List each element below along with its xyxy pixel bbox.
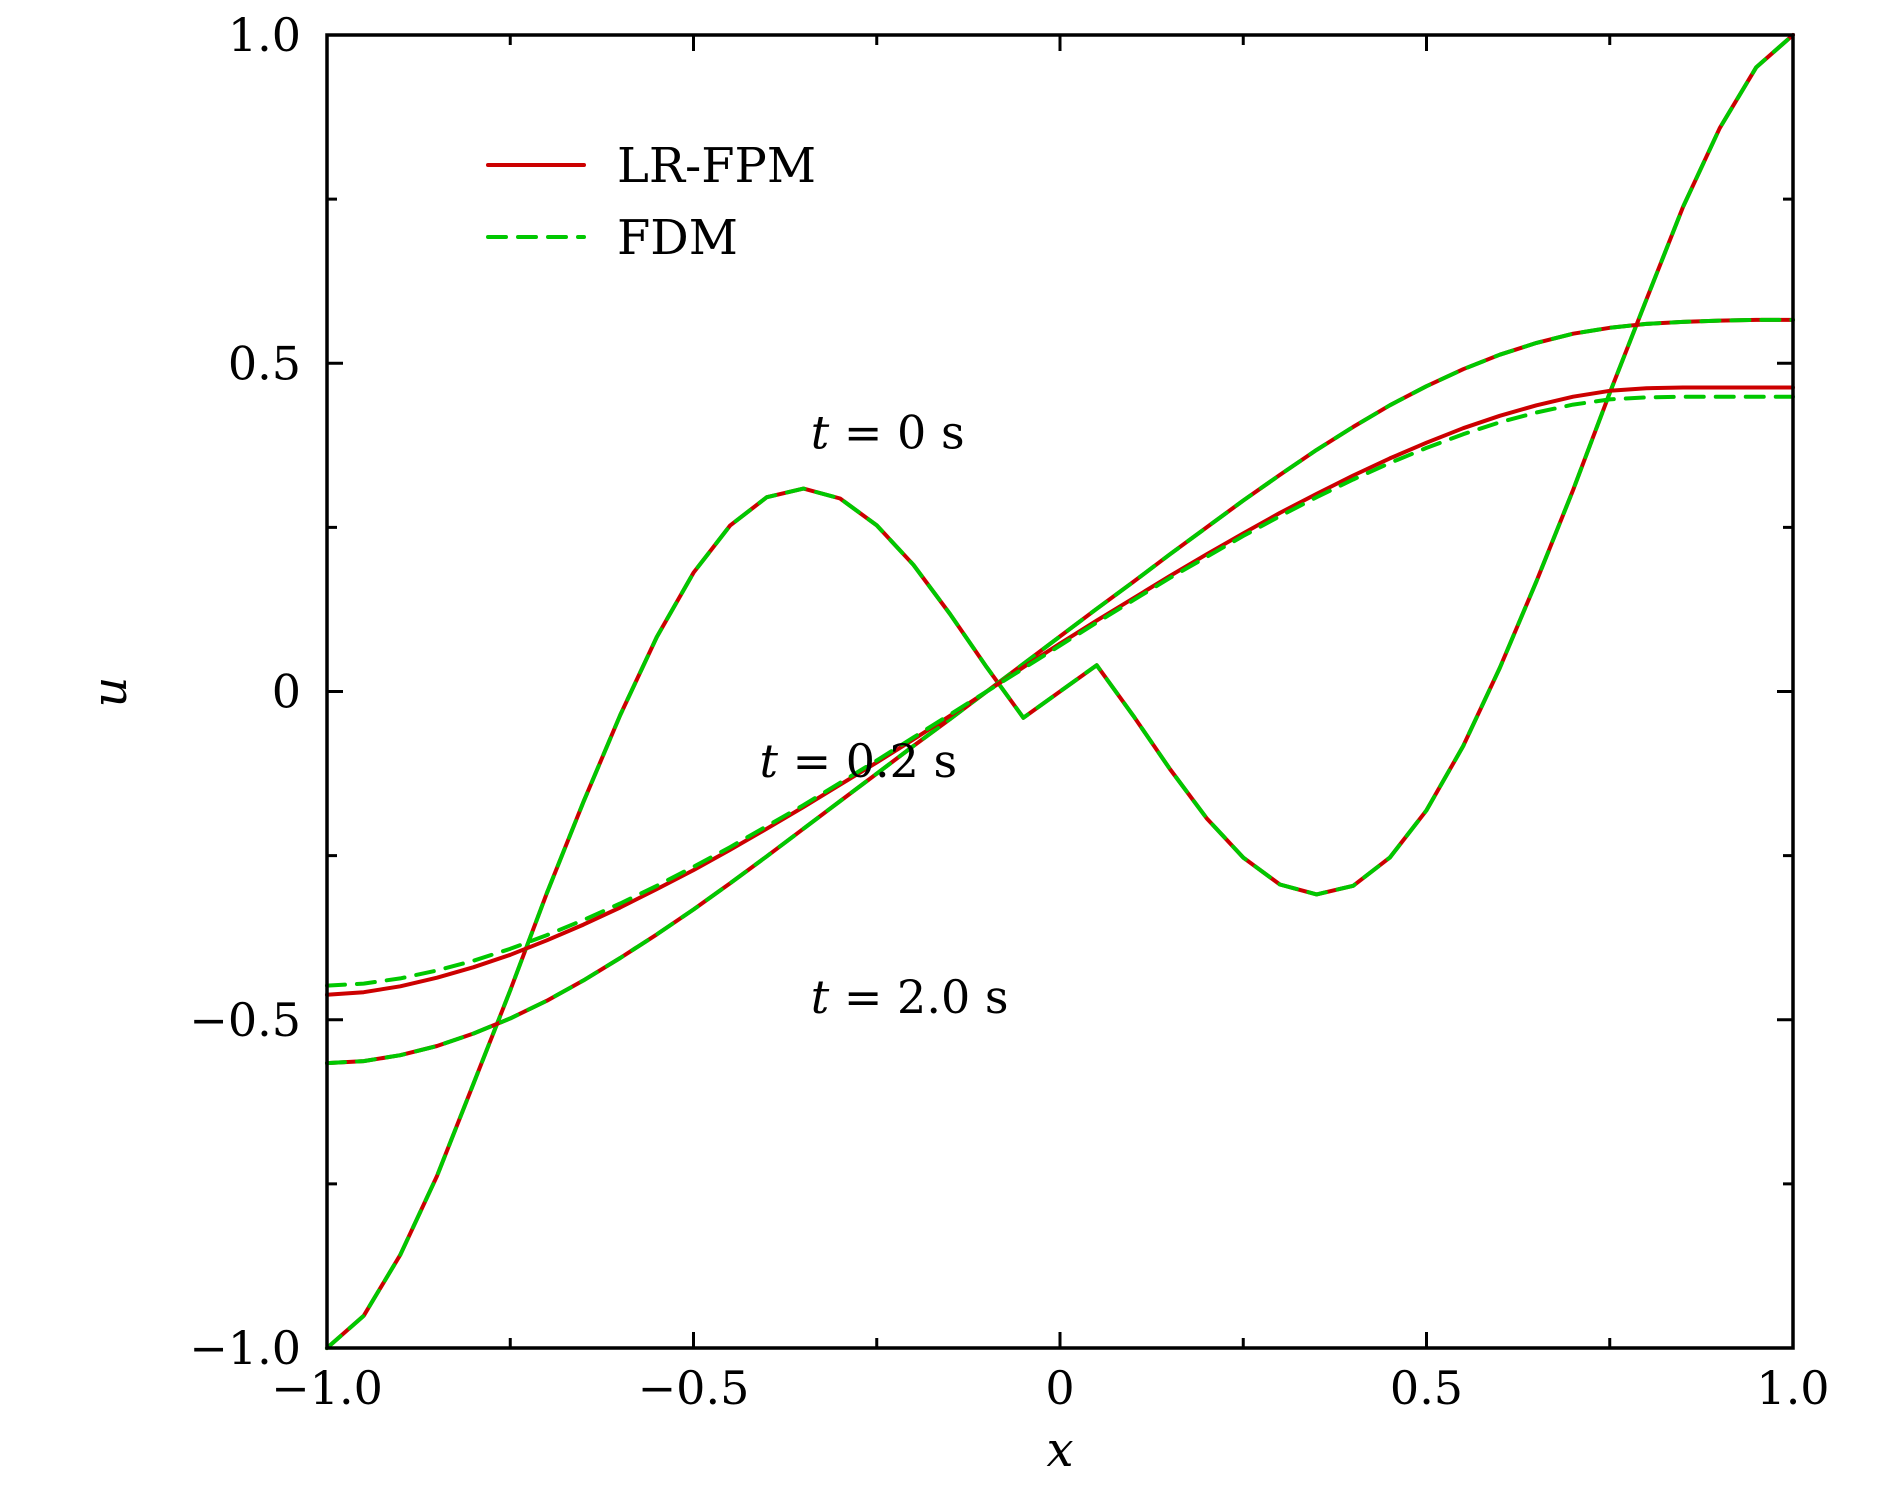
legend: LR-FPM FDM xyxy=(486,138,816,266)
time-annotation-1: t = 0.2 s xyxy=(759,734,957,788)
x-tick-label: 0.5 xyxy=(1390,1361,1463,1415)
x-tick-label: −1.0 xyxy=(271,1361,383,1415)
tick-labels-layer: −1.0 −0.5 0 0.5 1.0 −1.0 −0.5 0 0.5 1.0 xyxy=(189,8,1829,1415)
time-annotation-2: t = 2.0 s xyxy=(811,970,1009,1024)
x-tick-label: −0.5 xyxy=(638,1361,750,1415)
y-tick-label: −0.5 xyxy=(189,993,301,1047)
series-layer xyxy=(325,33,1795,1350)
y-tick-label: −1.0 xyxy=(189,1321,301,1375)
legend-label-fdm: FDM xyxy=(617,210,738,266)
series-line-fdm-3 xyxy=(325,317,1795,1066)
y-tick-label: 1.0 xyxy=(228,8,301,62)
x-tick-label: 1.0 xyxy=(1756,1361,1829,1415)
y-tick-label: 0 xyxy=(272,665,301,719)
x-tick-label: 0 xyxy=(1045,1361,1074,1415)
y-axis-label: u xyxy=(82,677,138,708)
ticks-layer xyxy=(325,33,1795,1350)
series-line-fdm-1 xyxy=(325,33,1795,1350)
series-line-fdm-5 xyxy=(325,394,1795,988)
series-line-lr-fpm-0 xyxy=(325,33,1795,1350)
annotations-layer: t = 0 s t = 0.2 s t = 2.0 s xyxy=(759,406,1008,1025)
time-annotation-0: t = 0 s xyxy=(811,406,965,460)
x-axis-label: x xyxy=(1046,1422,1073,1478)
legend-label-lr-fpm: LR-FPM xyxy=(617,138,816,194)
y-tick-label: 0.5 xyxy=(228,336,301,390)
